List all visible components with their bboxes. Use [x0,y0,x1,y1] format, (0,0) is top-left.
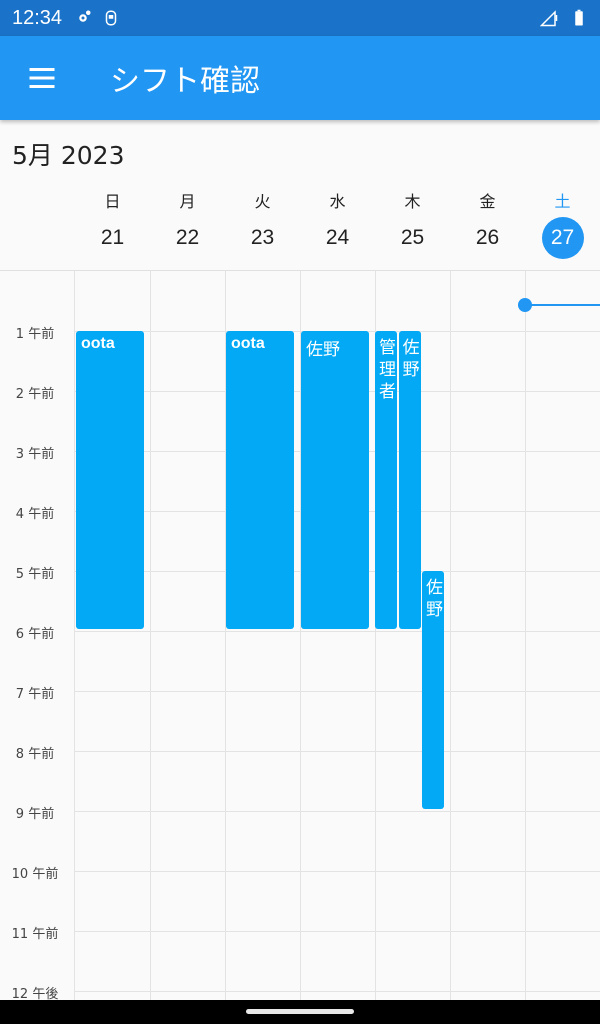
hour-gridline [75,811,600,812]
shift-event[interactable]: 佐野 [301,331,369,629]
day-of-month-label: 23 [250,226,275,249]
signal-icon [540,10,558,27]
menu-button[interactable] [0,36,84,120]
day-column-divider [375,271,376,1000]
day-column-divider [450,271,451,1000]
month-label: 5月 2023 [12,141,125,170]
home-gesture-handle[interactable] [246,1009,354,1014]
day-of-week-label: 月 [179,192,196,211]
day-of-week-label: 水 [329,192,346,211]
week-day-header: 日 21 月 22 火 23 水 24 木 25 金 26 土 27 [75,190,600,270]
day-of-week-label: 火 [254,192,271,211]
day-of-month-label: 24 [325,226,350,249]
hour-gridline [75,751,600,752]
status-time: 12:34 [12,6,63,29]
day-of-month-label: 25 [400,226,425,249]
day-column-divider [225,271,226,1000]
hour-label: 3 午前 [15,447,55,462]
shift-event[interactable]: oota [226,331,294,629]
day-header-5[interactable]: 金 26 [450,190,525,270]
day-header-3[interactable]: 水 24 [300,190,375,270]
day-header-1[interactable]: 月 22 [150,190,225,270]
hour-label: 4 午前 [15,507,55,522]
hour-label: 12 午後 [11,987,59,1000]
hour-label: 5 午前 [15,567,55,582]
hour-label: 7 午前 [15,687,55,702]
app-bar: シフト確認 [0,36,600,120]
shift-event[interactable]: oota [76,331,144,629]
day-header-6[interactable]: 土 27 [525,190,600,270]
hour-label: 10 午前 [11,867,59,882]
hour-label: 11 午前 [11,927,59,942]
hour-gridline [75,871,600,872]
hour-label: 9 午前 [15,807,55,822]
day-column-divider [525,271,526,1000]
day-of-week-label: 木 [404,192,421,211]
day-column-divider [300,271,301,1000]
day-of-week-label: 土 [554,192,571,211]
current-time-line [525,304,600,306]
shift-event[interactable]: 佐野 [422,571,444,809]
day-of-week-label: 日 [104,192,121,211]
day-header-0[interactable]: 日 21 [75,190,150,270]
day-of-month-label: 26 [475,226,500,249]
hour-label: 8 午前 [15,747,55,762]
day-header-2[interactable]: 火 23 [225,190,300,270]
week-grid[interactable]: 1 午前 2 午前 3 午前 4 午前 5 午前 6 午前 7 午前 8 午前 9 午前 10 午… [0,270,600,1000]
hour-gridline [75,691,600,692]
day-header-4[interactable]: 木 25 [375,190,450,270]
sim-icon [105,10,117,26]
hamburger-menu-icon [29,68,55,88]
system-navigation-bar [0,1000,600,1024]
hour-label: 6 午前 [15,627,55,642]
day-column-divider [150,271,151,1000]
day-of-month-label: 21 [100,226,125,249]
today-date-badge: 27 [541,217,584,259]
day-of-month-label: 22 [175,226,200,249]
hour-gridline [75,631,600,632]
day-of-week-label: 金 [479,192,496,211]
page-title: シフト確認 [110,64,260,99]
day-column-divider [74,271,75,1000]
shift-event[interactable]: 管理者 [375,331,397,629]
hour-label: 2 午前 [15,387,55,402]
settings-notification-icon [79,10,91,22]
status-bar: 12:34 [0,0,600,36]
battery-icon [575,9,583,26]
hour-gridline [75,991,600,992]
shift-event[interactable]: 佐野 [398,331,421,629]
hour-label: 1 午前 [15,327,55,342]
hour-gridline [75,931,600,932]
current-time-dot [518,298,532,312]
